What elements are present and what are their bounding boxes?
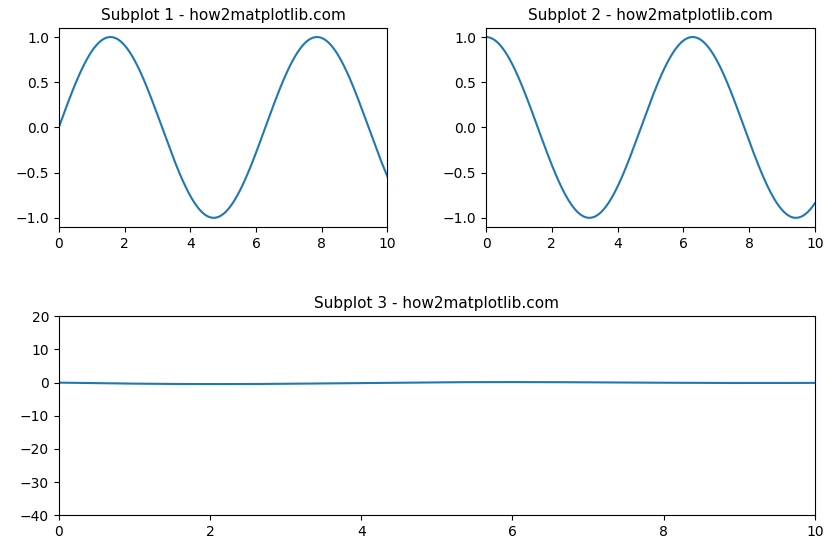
Title: Subplot 3 - how2matplotlib.com: Subplot 3 - how2matplotlib.com [314,296,559,311]
Title: Subplot 1 - how2matplotlib.com: Subplot 1 - how2matplotlib.com [101,8,345,22]
Title: Subplot 2 - how2matplotlib.com: Subplot 2 - how2matplotlib.com [528,8,773,22]
